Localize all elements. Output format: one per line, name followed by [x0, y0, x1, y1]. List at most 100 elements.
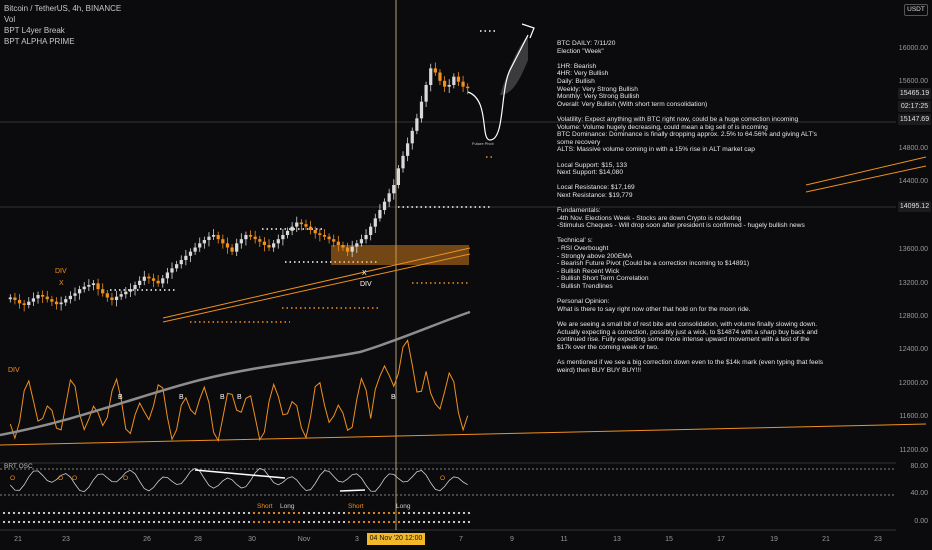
indicator-vol[interactable]: Vol	[4, 15, 16, 24]
signal-dot	[447, 511, 451, 515]
consolidation-zone	[331, 245, 469, 265]
candle-body	[138, 280, 142, 285]
volume-line	[9, 339, 469, 443]
symbol-title[interactable]: Bitcoin / TetherUS, 4h, BINANCE	[4, 4, 122, 13]
candle-body	[119, 294, 123, 297]
candle-body	[345, 247, 350, 252]
price-tick: 12400.00	[898, 346, 928, 353]
signal-dot	[177, 520, 181, 524]
candle-body	[13, 297, 17, 300]
candle-body	[211, 235, 216, 237]
signal-dot	[27, 511, 31, 515]
signal-dot	[102, 520, 106, 524]
signal-dot	[147, 511, 151, 515]
signal-dot	[352, 520, 356, 524]
signal-dot	[167, 511, 171, 515]
notes-line: Fundamentals:	[557, 207, 601, 215]
candle-body	[299, 222, 303, 225]
candle-body	[327, 236, 331, 240]
candle-body	[392, 185, 396, 194]
signal-dot	[127, 511, 131, 515]
candle-body	[308, 226, 313, 230]
signal-dot	[352, 511, 356, 515]
div-label: DIV	[8, 367, 20, 374]
signal-dot	[107, 511, 111, 515]
notes-paragraph: Technical' s: - RSI Overbought - Strongly …	[557, 237, 825, 290]
price-tick: 14400.00	[898, 178, 928, 185]
candle-body	[151, 278, 156, 281]
candle-body	[31, 298, 36, 302]
signal-dot	[237, 520, 241, 524]
candle-body	[272, 243, 276, 248]
candle-body	[355, 243, 359, 247]
signal-dot	[47, 520, 51, 524]
signal-dot	[362, 511, 366, 515]
notes-line: Election "Week"	[557, 47, 604, 55]
signal-dot	[242, 511, 246, 515]
signal-dot	[362, 520, 366, 524]
signal-dot	[312, 511, 316, 515]
signal-dot	[307, 520, 311, 524]
signal-dot	[317, 520, 321, 524]
signal-dot	[427, 511, 431, 515]
signal-dot	[387, 520, 391, 524]
candle-body	[188, 251, 193, 256]
signal-dot	[117, 520, 121, 524]
x-label: X	[59, 280, 64, 287]
candle-body	[262, 241, 267, 245]
signal-dot	[372, 520, 376, 524]
signal-dot	[462, 511, 466, 515]
candle-body	[202, 240, 206, 244]
time-tick: 30	[248, 536, 256, 543]
signal-dot	[407, 511, 411, 515]
candle-body	[424, 85, 428, 102]
signal-dot	[222, 520, 226, 524]
notes-line: Local Support: $15, 133	[557, 161, 628, 169]
support-price-box: 15147.69	[898, 114, 931, 125]
analysis-notes: BTC DAILY: 7/11/20 Election "Week" 1HR: Be…	[557, 40, 825, 382]
trendlines	[0, 156, 927, 446]
signal-dot	[392, 520, 396, 524]
candle-body	[244, 235, 248, 240]
candle-body	[281, 235, 285, 240]
candle-body	[128, 289, 133, 292]
osc-tick: 0.00	[914, 518, 928, 525]
signal-dot	[467, 511, 471, 515]
oscillator-title[interactable]: BRT OSC	[4, 463, 33, 470]
indicator-alpha-prime[interactable]: BPT ALPHA PRIME	[4, 37, 75, 46]
candle-body	[253, 236, 257, 240]
signal-dot	[122, 520, 126, 524]
signal-dot	[292, 511, 296, 515]
candle-body	[447, 85, 451, 87]
signal-dot	[457, 520, 461, 524]
indicator-l4yer-break[interactable]: BPT L4yer Break	[4, 26, 65, 35]
price-axis[interactable]: USDT 16000.00 15600.00 14800.00 14400.00…	[896, 0, 932, 550]
signal-dot	[32, 511, 36, 515]
signal-dot	[412, 511, 416, 515]
candle-body	[369, 226, 373, 235]
orange-dotted-levels	[190, 156, 494, 323]
signal-dot	[137, 520, 141, 524]
signal-dot	[132, 520, 136, 524]
signal-dot	[57, 520, 61, 524]
candle-body	[36, 295, 40, 299]
currency-button[interactable]: USDT	[904, 4, 928, 16]
price-tick: 11200.00	[899, 447, 928, 454]
b-label: B	[179, 394, 184, 401]
signal-dot	[27, 520, 31, 524]
signal-dot	[447, 520, 451, 524]
projection-arrow	[521, 23, 535, 39]
signal-dot	[77, 520, 81, 524]
notes-line: Local Resistance: $17,169	[557, 184, 635, 192]
candle-body	[165, 272, 170, 279]
candle-body	[438, 72, 442, 81]
short-label: Short	[348, 503, 364, 510]
ema-200-line	[0, 310, 471, 437]
signal-dot	[7, 520, 11, 524]
notes-line: Volatility: Expect anything with BTC rig…	[557, 115, 799, 123]
signal-dot	[342, 520, 346, 524]
oscillator-line	[10, 467, 468, 493]
signal-dot	[342, 511, 346, 515]
signal-dot	[422, 511, 426, 515]
